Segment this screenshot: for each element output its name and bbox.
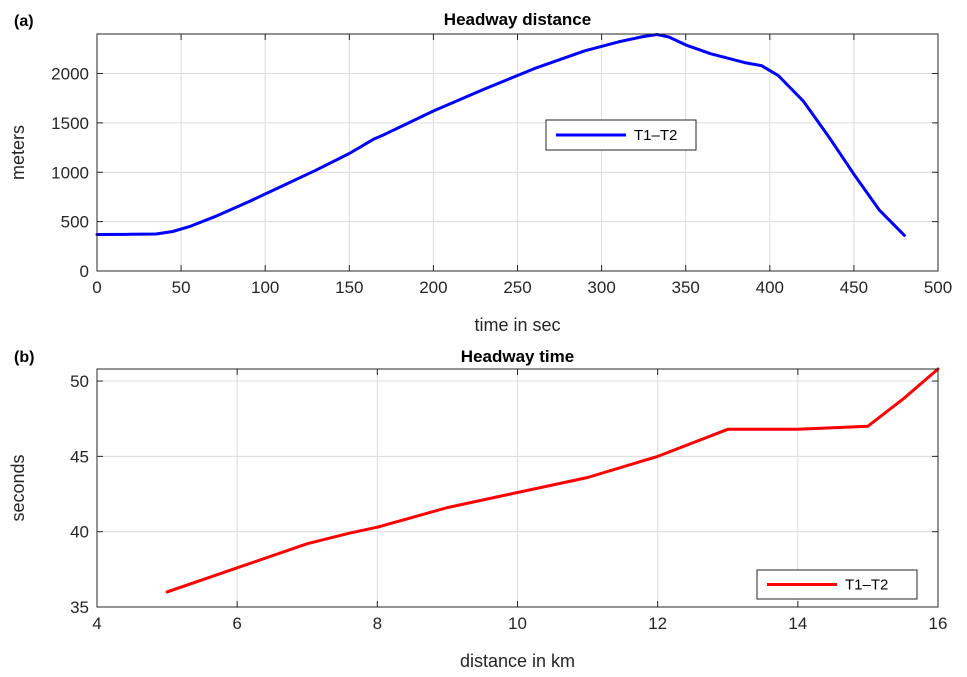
y-tick-label: 2000	[51, 65, 89, 84]
x-tick-label: 250	[503, 278, 531, 297]
y-tick-label: 1500	[51, 114, 89, 133]
x-tick-label: 12	[648, 614, 667, 633]
y-tick-label: 40	[70, 523, 89, 542]
x-tick-label: 50	[172, 278, 191, 297]
y-tick-label: 1000	[51, 163, 89, 182]
legend: T1–T2	[545, 119, 697, 151]
y-axis-label: meters	[8, 125, 28, 180]
x-tick-label: 0	[92, 278, 101, 297]
y-tick-label: 500	[61, 213, 89, 232]
x-tick-label: 200	[419, 278, 447, 297]
series-line-T1–T2	[165, 367, 940, 594]
series-line-T1–T2	[95, 33, 906, 237]
panel-tag: (b)	[14, 349, 34, 366]
legend-label: T1–T2	[845, 577, 888, 594]
x-tick-label: 4	[92, 614, 101, 633]
x-tick-label: 10	[508, 614, 527, 633]
chart-title: Headway distance	[444, 10, 591, 29]
x-tick-label: 300	[587, 278, 615, 297]
chart-panel-a: 0 50 100 150 200 250 300 350 400 450 500 0 500 1000 15…	[8, 10, 952, 335]
x-tick-label: 100	[251, 278, 279, 297]
x-tick-label: 6	[232, 614, 241, 633]
legend-label: T1–T2	[634, 127, 677, 144]
y-tick-label: 35	[70, 598, 89, 617]
x-tick-label: 400	[756, 278, 784, 297]
y-tick-label: 0	[80, 262, 89, 281]
legend: T1–T2	[756, 569, 918, 600]
x-tick-label: 8	[373, 614, 382, 633]
x-tick-label: 450	[840, 278, 868, 297]
chart-title: Headway time	[461, 347, 574, 366]
x-tick-label: 350	[672, 278, 700, 297]
x-tick-label: 500	[924, 278, 952, 297]
x-tick-label: 150	[335, 278, 363, 297]
x-tick-label: 16	[929, 614, 948, 633]
x-axis-label: distance in km	[460, 651, 575, 671]
panel-tag: (a)	[14, 13, 34, 30]
chart-panel-b: 4 6 8 10 12 14 16 35 40 45 50 (b) Headway time distan…	[8, 347, 947, 671]
x-tick-label: 14	[788, 614, 807, 633]
y-tick-label: 50	[70, 372, 89, 391]
y-axis-label: seconds	[8, 454, 28, 521]
x-axis-label: time in sec	[474, 315, 560, 335]
y-tick-label: 45	[70, 447, 89, 466]
